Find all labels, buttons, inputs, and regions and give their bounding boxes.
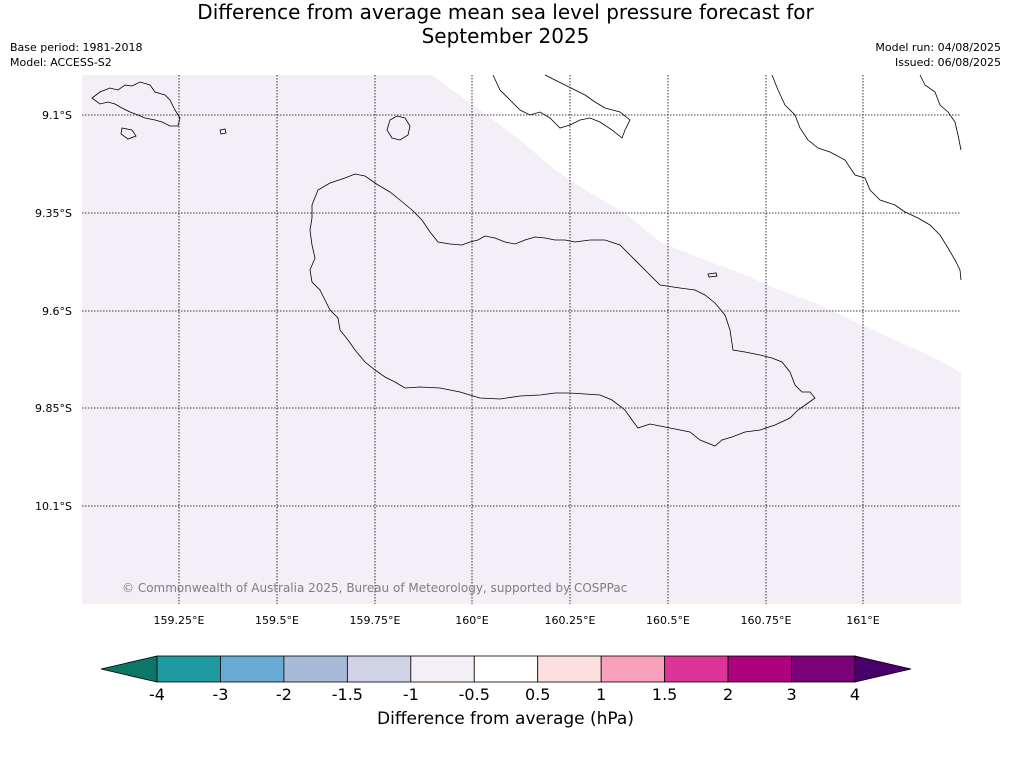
model-name: Model: ACCESS-S2 (10, 56, 112, 69)
colorbar-segment (410, 655, 475, 683)
meta-right: Model run: 04/08/2025 Issued: 06/08/2025 (875, 40, 1001, 70)
colorbar-tick-label: 3 (786, 685, 796, 704)
islet-round-coastline (386, 115, 411, 141)
coast-far-northeast (919, 74, 962, 151)
coastlines (91, 74, 962, 447)
colorbar-tick-label: -3 (212, 685, 228, 704)
lon-label: 159.25°E (154, 614, 205, 627)
lat-label: 10.1°S (35, 500, 72, 513)
islands-northwest-coastline (91, 81, 181, 127)
issued-date: Issued: 06/08/2025 (894, 56, 1001, 69)
lon-label: 160°E (455, 614, 488, 627)
colorbar-tick-label: 0.5 (525, 685, 550, 704)
colorbar-segment (791, 655, 856, 683)
colorbar-segment (156, 655, 221, 683)
coast-northeast (771, 74, 962, 281)
islands-north-coastline (492, 74, 631, 139)
island-main-coastline (309, 173, 816, 447)
colorbar-segment (664, 655, 729, 683)
islet-northwest-3 (219, 128, 227, 135)
colorbar-segments (156, 655, 856, 683)
colorbar-tick-label: -2 (276, 685, 292, 704)
lon-label: 159.5°E (255, 614, 299, 627)
lon-label: 160.25°E (545, 614, 596, 627)
colorbar-tick-labels: -4 -3 -2 -1.5 -1 -0.5 0.5 1 1.5 2 3 4 (149, 685, 860, 704)
gridlines (82, 75, 961, 604)
lon-labels: 159.25°E 159.5°E 159.75°E 160°E 160.25°E… (154, 614, 880, 627)
colorbar-tick-label: 4 (850, 685, 860, 704)
colorbar-segment (600, 655, 666, 683)
colorbar-segment (727, 655, 792, 683)
colorbar-tick-label: -4 (149, 685, 165, 704)
colorbar-label: Difference from average (hPa) (377, 709, 634, 729)
colorbar-segment (283, 655, 348, 683)
colorbar-tick-label: -1 (403, 685, 419, 704)
islet-small-coastline (707, 272, 718, 278)
colorbar-arrow-high (854, 655, 912, 683)
title-line-1: Difference from average mean sea level p… (197, 0, 814, 24)
pressure-fill-neutral (432, 75, 961, 373)
colorbar-tick-label: -1.5 (332, 685, 363, 704)
title-line-2: September 2025 (421, 24, 590, 48)
lon-label: 160.5°E (646, 614, 690, 627)
copyright-notice: © Commonwealth of Australia 2025, Bureau… (122, 581, 627, 595)
colorbar-tick-label: 1 (596, 685, 606, 704)
colorbar-segment (220, 655, 285, 683)
colorbar-tick-label: 1.5 (652, 685, 677, 704)
model-run: Model run: 04/08/2025 (875, 41, 1001, 54)
colorbar-segment (346, 655, 412, 683)
colorbar-segment (537, 655, 602, 683)
colorbar-arrow-low (100, 655, 158, 683)
lon-label: 160.75°E (741, 614, 792, 627)
colorbar-tick-label: 2 (723, 685, 733, 704)
lon-label: 161°E (846, 614, 879, 627)
colorbar: -4 -3 -2 -1.5 -1 -0.5 0.5 1 1.5 2 3 4 (100, 655, 912, 704)
map-title: Difference from average mean sea level p… (0, 0, 1011, 48)
base-period: Base period: 1981-2018 (10, 41, 143, 54)
colorbar-segment (473, 655, 539, 683)
lat-label: 9.1°S (42, 109, 72, 122)
lat-label: 9.6°S (42, 305, 72, 318)
colorbar-tick-label: -0.5 (459, 685, 490, 704)
meta-left: Base period: 1981-2018 Model: ACCESS-S2 (10, 40, 142, 70)
lat-label: 9.35°S (35, 207, 72, 220)
lat-labels: 9.1°S 9.35°S 9.6°S 9.85°S 10.1°S (35, 109, 72, 513)
lat-label: 9.85°S (35, 402, 72, 415)
map-panel: 9.1°S 9.35°S 9.6°S 9.85°S 10.1°S 159.25°… (35, 74, 962, 627)
lon-label: 159.75°E (350, 614, 401, 627)
islet-northwest-2 (120, 127, 137, 140)
